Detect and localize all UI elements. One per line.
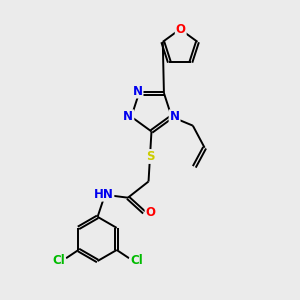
Text: Cl: Cl <box>52 254 65 267</box>
Text: O: O <box>146 206 156 219</box>
Text: N: N <box>133 85 142 98</box>
Text: Cl: Cl <box>130 254 143 267</box>
Text: O: O <box>176 23 186 36</box>
Text: N: N <box>123 110 134 123</box>
Text: S: S <box>146 150 154 163</box>
Text: N: N <box>169 110 180 123</box>
Text: HN: HN <box>94 188 113 201</box>
